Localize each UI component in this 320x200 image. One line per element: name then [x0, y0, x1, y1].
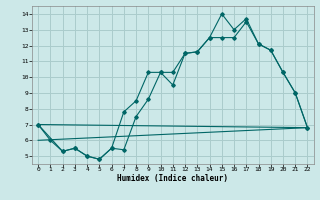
X-axis label: Humidex (Indice chaleur): Humidex (Indice chaleur)	[117, 174, 228, 183]
